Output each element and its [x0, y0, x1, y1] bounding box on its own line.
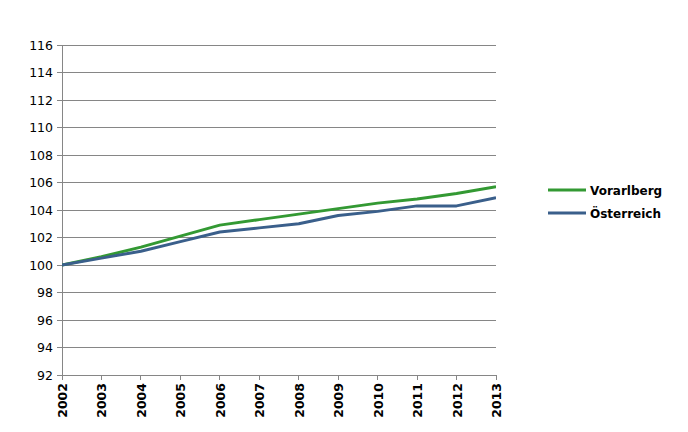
y-tick-label: 102	[29, 230, 53, 245]
y-tick	[57, 292, 62, 293]
y-tick-label: 94	[37, 340, 53, 355]
y-tick	[57, 375, 62, 376]
x-tick-label: 2007	[252, 383, 267, 418]
x-tick-label: 2013	[489, 383, 504, 418]
grid-line	[62, 375, 496, 376]
grid-line	[62, 347, 496, 348]
y-tick-label: 114	[29, 65, 53, 80]
y-tick-label: 104	[29, 203, 53, 218]
y-tick-label: 110	[29, 120, 53, 135]
grid-line	[62, 155, 496, 156]
y-tick-label: 112	[29, 93, 53, 108]
plot-data	[62, 187, 496, 265]
y-tick	[57, 182, 62, 183]
x-tick	[180, 375, 181, 380]
grid-line	[62, 72, 496, 73]
series-line	[62, 198, 496, 265]
x-axis	[62, 375, 496, 376]
y-tick	[57, 45, 62, 46]
y-tick	[57, 72, 62, 73]
x-tick	[417, 375, 418, 380]
grid-line	[62, 127, 496, 128]
x-tick-label: 2008	[292, 383, 307, 418]
x-tick	[259, 375, 260, 380]
legend: Vorarlberg Österreich	[548, 184, 662, 221]
x-tick	[101, 375, 102, 380]
grid-line	[62, 210, 496, 211]
x-tick	[496, 375, 497, 380]
grid	[57, 45, 496, 375]
x-tick-label: 2009	[331, 383, 346, 418]
x-tick	[456, 375, 457, 380]
x-tick-label: 2010	[371, 383, 386, 418]
x-tick-label: 2006	[213, 383, 228, 418]
y-tick-label: 96	[37, 313, 53, 328]
legend-swatch	[548, 189, 586, 192]
grid-line	[62, 45, 496, 46]
grid-line	[62, 320, 496, 321]
x-tick	[298, 375, 299, 380]
y-tick-label: 98	[37, 285, 53, 300]
y-tick-label: 108	[29, 148, 53, 163]
legend-label: Österreich	[590, 206, 661, 221]
grid-line	[62, 292, 496, 293]
y-tick-label: 92	[37, 368, 53, 383]
x-tick-label: 2011	[410, 383, 425, 418]
y-tick	[57, 265, 62, 266]
x-tick	[62, 375, 63, 380]
x-tick-label: 2003	[94, 383, 109, 418]
y-tick	[57, 320, 62, 321]
y-tick-label: 100	[29, 258, 53, 273]
y-tick	[57, 127, 62, 128]
x-tick	[219, 375, 220, 380]
grid-line	[62, 237, 496, 238]
y-tick	[57, 155, 62, 156]
x-tick-label: 2005	[173, 383, 188, 418]
legend-swatch	[548, 212, 586, 215]
y-tick-label: 116	[29, 38, 53, 53]
x-tick	[377, 375, 378, 380]
grid-line	[62, 182, 496, 183]
x-tick-label: 2002	[55, 383, 70, 418]
x-tick-label: 2004	[134, 383, 149, 418]
y-tick-label: 106	[29, 175, 53, 190]
y-tick	[57, 100, 62, 101]
grid-line	[62, 100, 496, 101]
y-tick	[57, 347, 62, 348]
x-tick	[338, 375, 339, 380]
chart: 92 94 96 98 100 102 104 106 108 110 112 114 116 2002 2…	[0, 0, 688, 432]
series-line	[62, 187, 496, 265]
y-axis	[62, 45, 63, 375]
legend-label: Vorarlberg	[590, 184, 662, 198]
chart-container: 92 94 96 98 100 102 104 106 108 110 112 114 116 2002 2…	[0, 0, 688, 432]
y-tick	[57, 210, 62, 211]
x-tick-label: 2012	[450, 383, 465, 418]
grid-line	[62, 265, 496, 266]
x-tick	[140, 375, 141, 380]
y-tick	[57, 237, 62, 238]
